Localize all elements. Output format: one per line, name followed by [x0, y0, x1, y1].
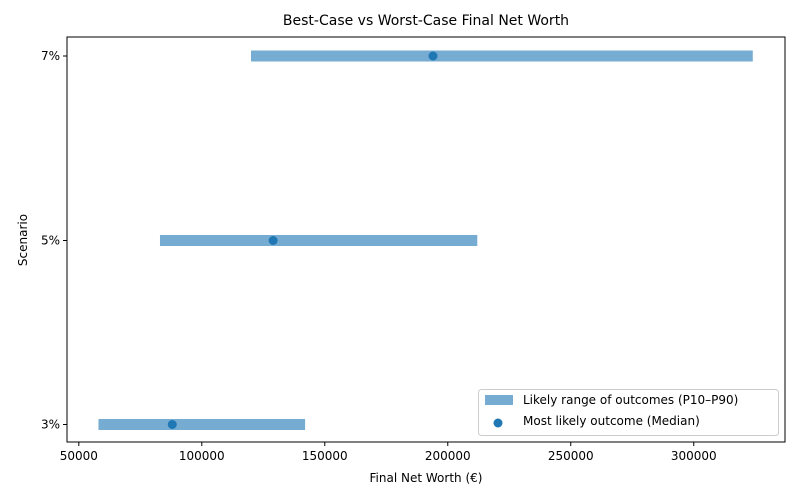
chart-title: Best-Case vs Worst-Case Final Net Worth — [283, 13, 569, 29]
median-marker — [428, 51, 438, 61]
legend-box — [478, 389, 779, 436]
median-marker — [167, 420, 177, 429]
x-axis-label: Final Net Worth (€) — [370, 471, 483, 485]
legend: Likely range of outcomes (P10–P90) Most … — [478, 389, 779, 436]
range-bar — [159, 235, 478, 246]
y-tick-label: 7% — [41, 49, 60, 63]
y-axis-label: Scenario — [16, 214, 30, 266]
range-bar — [250, 50, 753, 62]
x-tick-label: 300000 — [671, 449, 717, 463]
plot-frame — [66, 36, 786, 443]
legend-range-label: Likely range of outcomes (P10–P90) — [523, 393, 738, 407]
range-bar — [98, 419, 306, 430]
legend-range-swatch — [485, 395, 513, 405]
x-axis-ticks: 50000 100000 150000 200000 250000 300000 — [60, 442, 717, 463]
x-tick-label: 150000 — [302, 449, 348, 463]
x-tick-label: 250000 — [548, 449, 594, 463]
plot-area — [98, 50, 753, 430]
y-tick-label: 5% — [41, 234, 60, 248]
median-marker — [268, 236, 278, 245]
x-tick-label: 200000 — [425, 449, 471, 463]
y-tick-label: 3% — [41, 418, 60, 432]
x-tick-label: 50000 — [60, 449, 98, 463]
x-tick-label: 100000 — [179, 449, 225, 463]
legend-median-marker — [493, 418, 503, 428]
y-axis-ticks: 3% 5% 7% — [41, 49, 67, 432]
legend-median-label: Most likely outcome (Median) — [523, 414, 700, 428]
